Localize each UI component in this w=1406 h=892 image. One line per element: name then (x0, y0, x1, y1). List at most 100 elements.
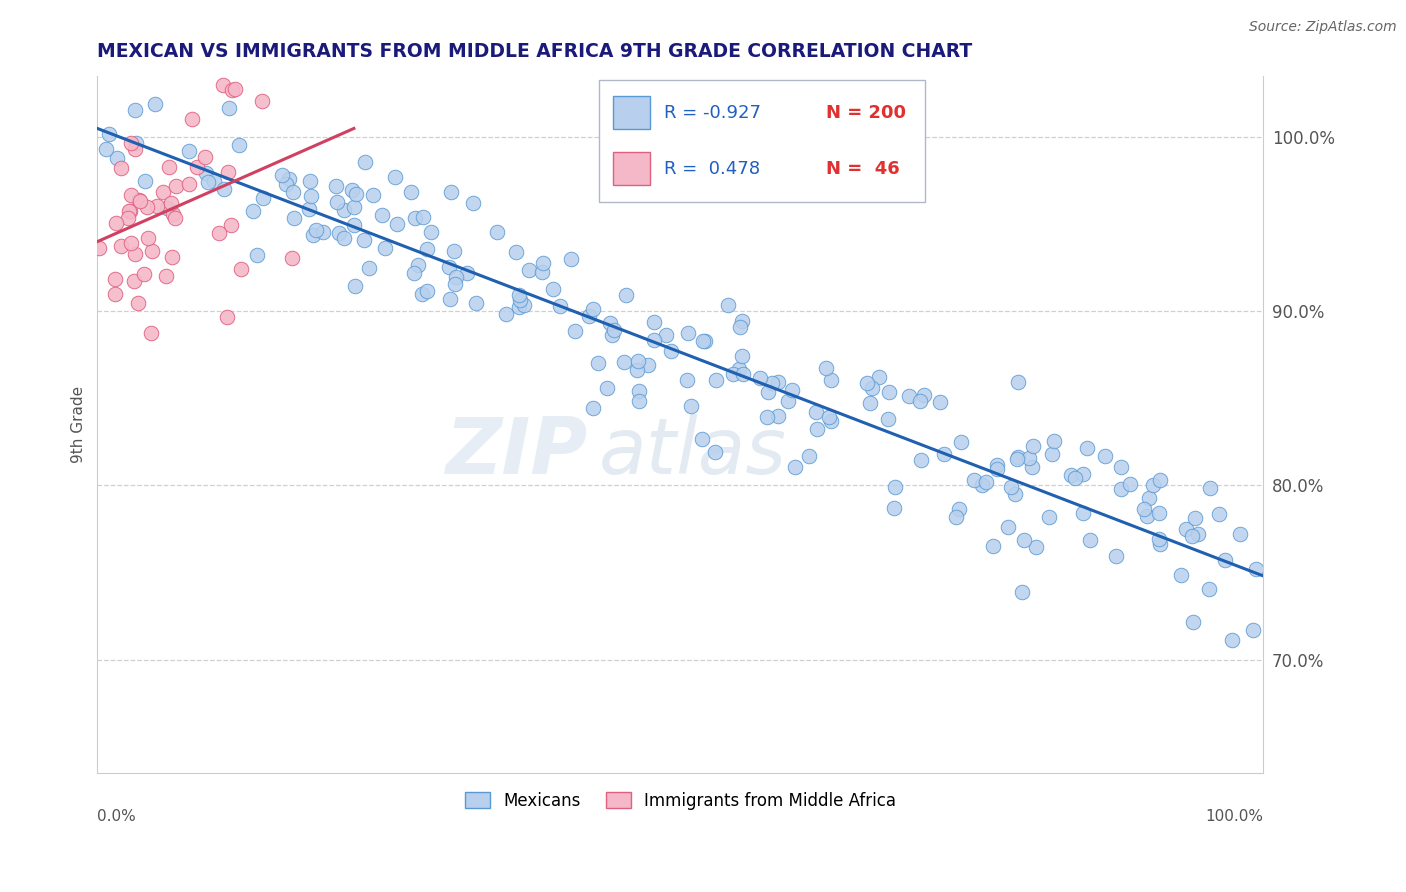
Point (87, 241, 110, 255)
Point (560, 252, 582, 267)
Point (548, 299, 571, 313)
Point (197, 175, 219, 189)
Point (96, 142, 118, 156)
Point (228, 138, 250, 153)
Point (465, 296, 488, 310)
Text: R =  0.478: R = 0.478 (664, 160, 761, 178)
Point (776, 393, 799, 408)
Point (723, 367, 745, 381)
Point (186, 160, 208, 174)
Point (385, 217, 408, 231)
Point (970, 478, 993, 492)
Point (343, 218, 366, 232)
Point (242, 204, 264, 219)
Point (868, 370, 890, 384)
Point (1147, 506, 1170, 520)
Point (218, 101, 240, 115)
Point (1109, 459, 1132, 474)
Point (344, 187, 367, 202)
Point (1042, 434, 1064, 448)
Point (1147, 532, 1170, 546)
Point (155, 268, 177, 283)
Point (128, 193, 150, 207)
Point (146, 199, 169, 213)
Point (1007, 375, 1029, 389)
Point (681, 399, 703, 413)
Point (797, 449, 820, 463)
Point (706, 373, 728, 387)
Legend: Mexicans, Immigrants from Middle Africa: Mexicans, Immigrants from Middle Africa (458, 785, 903, 817)
Point (1012, 533, 1035, 547)
Point (1184, 510, 1206, 524)
Point (305, 223, 328, 237)
Point (136, 200, 159, 214)
Point (281, 251, 304, 265)
Point (328, 226, 350, 240)
Point (513, 298, 536, 312)
Point (599, 316, 621, 330)
Point (730, 314, 752, 328)
Point (986, 458, 1008, 472)
Point (883, 501, 905, 516)
Point (1025, 540, 1047, 554)
Point (986, 462, 1008, 476)
Point (1142, 478, 1164, 492)
Point (815, 360, 838, 375)
Point (856, 376, 879, 390)
Point (134, 174, 156, 188)
Point (217, 165, 239, 179)
Point (948, 502, 970, 516)
Point (676, 326, 699, 341)
Point (124, 103, 146, 118)
Point (783, 460, 806, 475)
Point (1119, 477, 1142, 491)
Point (898, 388, 921, 402)
Point (340, 183, 363, 197)
Point (884, 480, 907, 494)
Text: R = -0.927: R = -0.927 (664, 103, 761, 121)
Point (412, 210, 434, 224)
Point (876, 412, 898, 426)
Point (1094, 449, 1116, 463)
Point (981, 539, 1004, 553)
FancyBboxPatch shape (599, 79, 925, 202)
Point (105, 216, 128, 230)
Point (728, 362, 751, 376)
Point (600, 328, 623, 343)
Point (110, 161, 132, 175)
Point (298, 202, 321, 216)
Point (122, 274, 145, 288)
Text: ZIP: ZIP (444, 415, 588, 491)
Point (139, 326, 162, 340)
Point (1007, 450, 1029, 464)
Point (343, 278, 366, 293)
Point (299, 189, 322, 203)
Point (1174, 522, 1197, 536)
Point (1136, 508, 1159, 523)
Point (1004, 487, 1026, 501)
Point (129, 194, 152, 208)
Point (659, 343, 682, 358)
Text: 100.0%: 100.0% (1205, 809, 1264, 824)
Point (804, 405, 827, 419)
Point (1040, 447, 1063, 461)
Point (461, 195, 484, 210)
Point (974, 475, 997, 489)
Point (1220, 633, 1243, 648)
Point (817, 410, 839, 425)
Point (704, 444, 727, 458)
Point (541, 282, 564, 296)
Point (141, 244, 163, 258)
Point (910, 452, 932, 467)
Point (627, 384, 650, 398)
Point (439, 292, 461, 306)
Point (1060, 468, 1083, 483)
Point (221, 83, 243, 97)
Point (945, 509, 967, 524)
Point (212, 78, 235, 92)
Point (406, 258, 429, 272)
Point (748, 371, 770, 385)
Text: N =  46: N = 46 (827, 160, 900, 178)
Point (1137, 491, 1160, 505)
Point (1071, 467, 1094, 481)
